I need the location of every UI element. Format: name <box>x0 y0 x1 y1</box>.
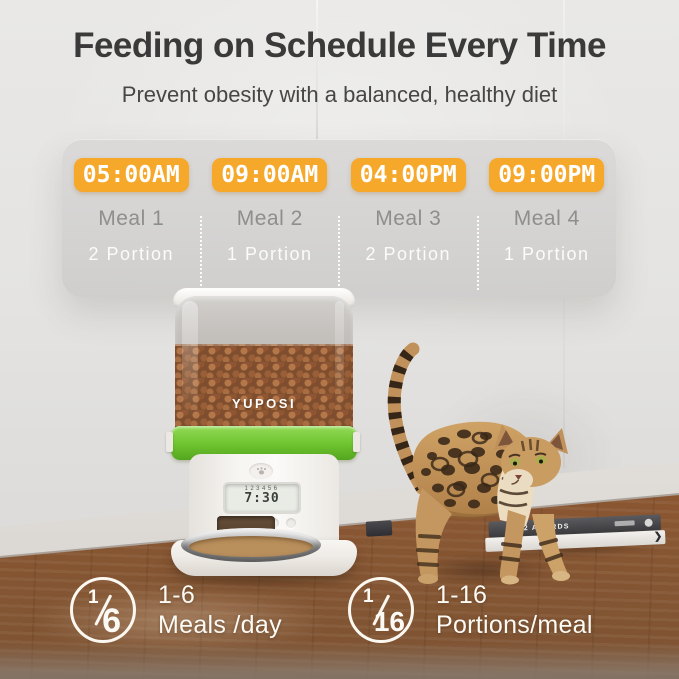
fraction-denominator: 16 <box>373 606 405 637</box>
lcd-time: 7:30 <box>244 491 280 506</box>
fraction-numerator: 1 <box>88 587 99 608</box>
time-badge: 04:00PM <box>350 158 466 192</box>
meal-label: Meal 4 <box>513 207 580 230</box>
bowl-kibble <box>189 536 313 557</box>
feeder-button-right <box>286 518 296 528</box>
time-badge: 09:00AM <box>212 158 328 192</box>
lid-clip <box>353 432 360 452</box>
meal-column-1: 05:00AM Meal 1 2 Portion <box>62 158 201 297</box>
feature-text: 1-6 Meals /day <box>158 580 282 641</box>
meal-label: Meal 2 <box>236 207 303 230</box>
meal-column-3: 04:00PM Meal 3 2 Portion <box>338 158 478 297</box>
brand-logo: YUPOSI <box>231 396 297 411</box>
feature-range: 1-6 <box>158 580 196 609</box>
feature-text: 1-16 Portions/meal <box>436 580 593 641</box>
bengal-cat-illustration <box>387 342 570 585</box>
feature-range: 1-16 <box>436 580 488 609</box>
paw-button <box>249 463 273 479</box>
book-spine-dot <box>644 518 653 527</box>
paw-icon <box>256 467 266 475</box>
fraction-circle-icon: 1 6 <box>70 577 136 643</box>
pet-feeder: YUPOSI 123456 7:30 <box>165 288 361 588</box>
portion-label: 1 Portion <box>226 244 313 264</box>
fraction-numerator: 1 <box>363 586 374 607</box>
hopper-kibble <box>175 344 353 430</box>
meal-column-2: 09:00AM Meal 2 1 Portion <box>199 158 340 297</box>
fraction-denominator: 6 <box>102 602 121 640</box>
feature-meals-per-day: 1 6 1-6 Meals /day <box>70 577 282 643</box>
wall-seam <box>316 0 318 140</box>
book-spine-mark <box>614 520 635 527</box>
feeder-lcd: 123456 7:30 <box>223 482 301 514</box>
portion-label: 2 Portion <box>365 244 452 264</box>
book-page-curl-icon: ❯ <box>653 531 663 543</box>
portion-label: 2 Portion <box>88 244 175 264</box>
glass-reflection <box>182 301 198 419</box>
foreground-blur <box>0 643 679 679</box>
fraction-circle-icon: 1 16 <box>348 577 414 643</box>
feature-unit: Meals /day <box>158 611 282 639</box>
page-title: Feeding on Schedule Every Time <box>73 26 606 65</box>
feature-portions-per-meal: 1 16 1-16 Portions/meal <box>348 577 593 643</box>
meal-column-4: 09:00PM Meal 4 1 Portion <box>476 158 617 297</box>
lcd-meal-scale: 123456 <box>244 486 280 492</box>
meal-label: Meal 3 <box>375 207 442 230</box>
glass-reflection <box>335 301 344 411</box>
lid-clip <box>166 432 173 452</box>
meal-label: Meal 1 <box>98 207 165 230</box>
feature-unit: Portions/meal <box>436 611 593 639</box>
page-subtitle: Prevent obesity with a balanced, healthy… <box>121 82 558 107</box>
steel-bowl <box>181 528 321 562</box>
time-badge: 05:00AM <box>73 158 189 192</box>
portion-label: 1 Portion <box>503 244 590 264</box>
cat-head <box>494 424 568 491</box>
schedule-card: 05:00AM Meal 1 2 Portion 09:00AM Meal 2 … <box>62 139 616 297</box>
time-badge: 09:00PM <box>489 158 605 192</box>
feeder-hopper: YUPOSI <box>175 296 353 430</box>
